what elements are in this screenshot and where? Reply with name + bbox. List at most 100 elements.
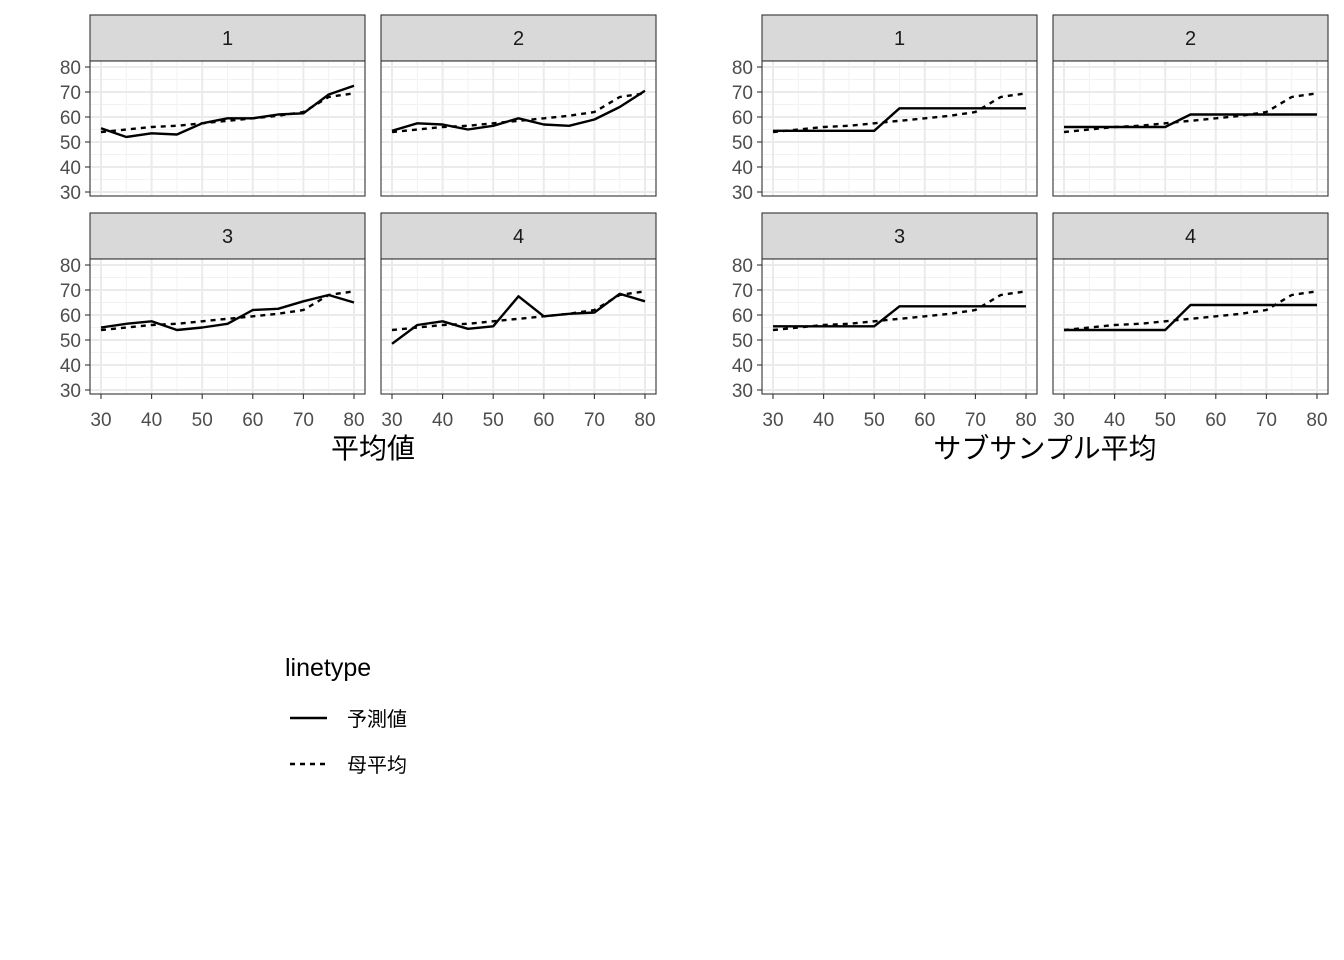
series-line-population-mean <box>391 290 646 332</box>
panel-border <box>89 60 366 197</box>
x-tick-label: 40 <box>1104 410 1125 431</box>
y-tick-label: 50 <box>60 331 81 352</box>
facet-strip-label: 1 <box>222 28 233 50</box>
facet-panel-3: 3 30 40 50 60 70 80 30 40 50 60 70 80 <box>60 212 366 431</box>
series-line-prediction <box>773 305 1026 328</box>
y-tick-label: 70 <box>60 83 81 104</box>
x-tick-label: 40 <box>432 410 453 431</box>
facet-strip <box>380 14 657 62</box>
x-tick-label: 50 <box>483 410 504 431</box>
series-line-population-mean <box>1063 92 1318 134</box>
y-tick-label: 80 <box>60 58 81 79</box>
series-line-population-mean <box>391 92 646 134</box>
x-tick-label: 80 <box>1015 410 1036 431</box>
x-tick-label: 60 <box>242 410 263 431</box>
legend-label-population-mean: 母平均 <box>347 753 407 777</box>
x-tick-label: 30 <box>1053 410 1074 431</box>
y-tick-label: 80 <box>732 256 753 277</box>
facet-panel-2: 2 <box>380 14 657 197</box>
series-line-prediction <box>100 293 355 332</box>
facet-strip-label: 4 <box>1185 226 1196 248</box>
panel-border <box>761 258 1038 395</box>
y-tick-label: 80 <box>60 256 81 277</box>
x-tick-label: 40 <box>141 410 162 431</box>
legend-label-prediction: 予測値 <box>347 707 407 731</box>
x-tick-label: 40 <box>813 410 834 431</box>
series-line-population-mean <box>100 290 355 332</box>
x-tick-label: 50 <box>192 410 213 431</box>
panel-border <box>380 258 657 395</box>
x-tick-label: 70 <box>584 410 605 431</box>
x-axis-title: サブサンプル平均 <box>933 432 1156 465</box>
y-tick-label: 40 <box>60 158 81 179</box>
y-tick-label: 30 <box>732 183 753 204</box>
x-tick-label: 60 <box>914 410 935 431</box>
y-tick-label: 70 <box>60 281 81 302</box>
series-line-population-mean <box>100 92 355 134</box>
series-line-prediction <box>773 107 1026 133</box>
series-line-population-mean <box>1063 290 1318 332</box>
panel-border <box>1052 258 1329 395</box>
x-tick-label: 30 <box>90 410 111 431</box>
facet-strip-label: 1 <box>894 28 905 50</box>
y-tick-label: 50 <box>732 331 753 352</box>
y-tick-label: 60 <box>732 306 753 327</box>
y-tick-label: 30 <box>732 381 753 402</box>
x-tick-label: 30 <box>381 410 402 431</box>
facet-strip-label: 3 <box>894 226 905 248</box>
facet-panel-4: 4 30 40 50 60 70 80 <box>380 212 657 431</box>
facet-panel-4: 4 30 40 50 60 70 80 <box>1052 212 1329 431</box>
facet-panel-1: 1 30 40 50 60 70 80 <box>732 14 1038 204</box>
x-tick-label: 80 <box>1306 410 1327 431</box>
y-tick-label: 30 <box>60 381 81 402</box>
x-tick-label: 70 <box>293 410 314 431</box>
facet-panel-2: 2 <box>1052 14 1329 197</box>
panel-border <box>380 60 657 197</box>
facet-strip <box>1052 14 1329 62</box>
y-tick-label: 60 <box>732 108 753 129</box>
series-line-population-mean <box>772 92 1027 134</box>
x-tick-label: 70 <box>1256 410 1277 431</box>
facet-strip <box>761 212 1038 260</box>
y-tick-label: 40 <box>60 356 81 377</box>
y-tick-label: 40 <box>732 356 753 377</box>
panel-border <box>89 258 366 395</box>
facet-strip-label: 3 <box>222 226 233 248</box>
y-tick-label: 60 <box>60 108 81 129</box>
y-tick-label: 50 <box>732 133 753 154</box>
x-tick-label: 30 <box>762 410 783 431</box>
facet-strip <box>380 212 657 260</box>
y-tick-label: 40 <box>732 158 753 179</box>
x-axis-title: 平均値 <box>331 432 415 465</box>
series-line-prediction <box>1064 303 1317 332</box>
facet-strip <box>89 212 366 260</box>
x-tick-label: 60 <box>1205 410 1226 431</box>
facet-strip-label: 2 <box>1185 28 1196 50</box>
x-tick-label: 70 <box>965 410 986 431</box>
facet-panel-1: 1 30 40 50 60 70 80 <box>60 14 366 204</box>
facet-strip <box>1052 212 1329 260</box>
legend-title: linetype <box>285 654 371 682</box>
x-tick-label: 60 <box>533 410 554 431</box>
y-tick-label: 80 <box>732 58 753 79</box>
x-tick-label: 80 <box>343 410 364 431</box>
y-tick-label: 30 <box>60 183 81 204</box>
y-tick-label: 50 <box>60 133 81 154</box>
facet-strip-label: 2 <box>513 28 524 50</box>
facet-panel-3: 3 30 40 50 60 70 80 30 40 50 60 70 80 <box>732 212 1038 431</box>
panel-border <box>761 60 1038 197</box>
panel-border <box>1052 60 1329 197</box>
legend: linetype 予測値 母平均 <box>285 654 407 777</box>
facet-strip <box>89 14 366 62</box>
series-line-population-mean <box>772 290 1027 332</box>
facet-strip-label: 4 <box>513 226 524 248</box>
y-tick-label: 60 <box>60 306 81 327</box>
y-tick-label: 70 <box>732 83 753 104</box>
y-tick-label: 70 <box>732 281 753 302</box>
x-tick-label: 50 <box>1155 410 1176 431</box>
x-tick-label: 80 <box>634 410 655 431</box>
